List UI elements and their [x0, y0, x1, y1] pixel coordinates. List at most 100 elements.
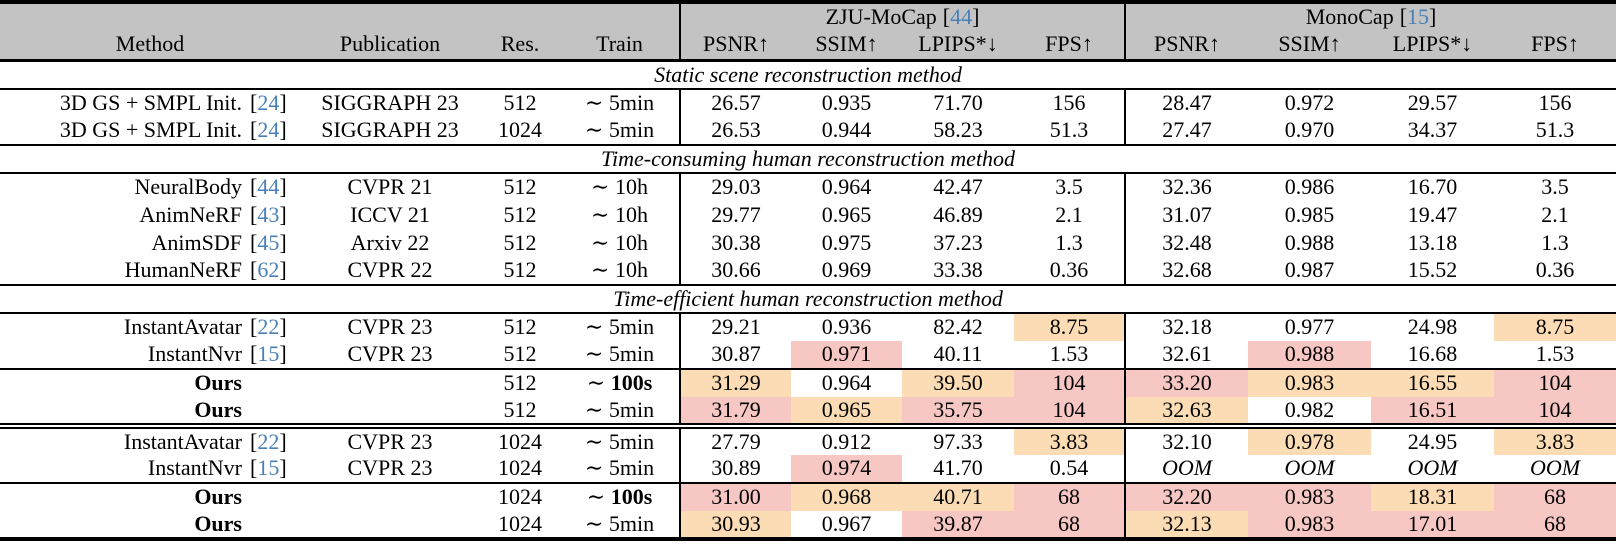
citation-link[interactable]: [15] — [250, 455, 287, 480]
metric-value-cell: 0.936 — [821, 314, 872, 339]
dataset-group-header: MonoCap [15] — [1125, 2, 1616, 30]
metric-value-cell: 156 — [1538, 90, 1572, 115]
metric-value-cell: 32.20 — [1125, 481, 1248, 511]
metric-value-cell: 51.3 — [1014, 116, 1126, 145]
train-time-value: 5min — [608, 396, 655, 422]
metric-value-cell: 104 — [1494, 367, 1616, 397]
citation-link[interactable]: [15] — [1400, 4, 1437, 29]
method-name: InstantAvatar — [123, 428, 242, 454]
metric-value-cell: OOM — [1284, 455, 1335, 480]
citation-bracket: ] — [279, 428, 287, 454]
method-citation-slot: [43] — [242, 202, 300, 228]
citation-link[interactable]: [22] — [250, 314, 287, 339]
citation-link[interactable]: [45] — [250, 230, 287, 255]
approx-symbol: ∼ — [591, 201, 615, 227]
metric-value-cell: 3.83 — [1494, 422, 1616, 455]
metric-value-cell: 32.10 — [1125, 422, 1248, 455]
metric-value-cell: 8.75 — [1014, 312, 1126, 341]
train-time-value: 5min — [608, 455, 655, 480]
citation-link[interactable]: [24] — [250, 90, 287, 115]
metric-value-cell: 0.965 — [821, 201, 872, 227]
approx-symbol: ∼ — [584, 90, 609, 115]
citation-link[interactable]: [44] — [943, 4, 980, 29]
method-name: Ours — [194, 484, 242, 510]
metric-header: LPIPS*↓ — [1371, 30, 1494, 62]
metric-value-cell: 26.53 — [711, 117, 761, 142]
citation-bracket: ] — [279, 229, 287, 255]
method-name: InstantAvatar — [123, 314, 242, 339]
resolution-cell: 512 — [503, 314, 537, 339]
approx-symbol: ∼ — [586, 484, 611, 510]
citation-bracket: ] — [279, 314, 287, 339]
publication-cell: Arxiv 22 — [350, 229, 430, 255]
train-time-value: 5min — [608, 314, 655, 339]
resolution-cell: 512 — [503, 90, 537, 115]
citation-bracket: [ — [250, 174, 258, 199]
metric-value-cell: 0.36 — [1014, 256, 1126, 285]
publication-cell — [300, 367, 480, 397]
table-row: 3D GS + SMPL Init. [24] SIGGRAPH 23 512 ∼ 5m… — [0, 88, 1616, 117]
table-row: Ours 512 ∼ 5min 31.79 0.965 35.75 104 32.63 0.98… — [0, 396, 1616, 426]
train-time-cell: ∼ 100s — [560, 367, 681, 397]
metric-header: LPIPS*↓ — [902, 30, 1014, 62]
table-body: Static scene reconstruction method 3D GS … — [0, 59, 1616, 539]
metric-value-cell: 0.978 — [1248, 422, 1371, 455]
citation-bracket: [ — [250, 229, 258, 255]
metric-value-cell: 104 — [1014, 367, 1126, 397]
citation-bracket: ] — [279, 201, 287, 227]
metric-value-cell: 3.83 — [1014, 422, 1126, 455]
citation-link[interactable]: [62] — [250, 257, 287, 282]
metric-value-cell: 0.983 — [1248, 367, 1371, 397]
citation-bracket: ] — [279, 174, 287, 199]
method-name: Ours — [194, 370, 242, 396]
metric-value-cell: 39.87 — [902, 510, 1014, 539]
metric-value-cell: 0.944 — [821, 117, 872, 142]
header-spacer — [0, 2, 681, 30]
metric-value-cell: 33.20 — [1125, 367, 1248, 397]
metric-value-cell: 1.53 — [1535, 341, 1575, 366]
method-citation-slot: [45] — [242, 230, 300, 256]
metric-value-cell: 30.38 — [711, 229, 761, 255]
metric-value-cell: 31.29 — [680, 367, 791, 397]
citation-bracket: [ — [942, 4, 951, 29]
approx-symbol: ∼ — [584, 341, 609, 366]
table-row: InstantAvatar [22] CVPR 23 1024 ∼ 5min 27.79 0… — [0, 422, 1616, 455]
metric-value-cell: 27.79 — [680, 422, 791, 455]
metric-value-cell: 0.964 — [791, 367, 902, 397]
approx-symbol: ∼ — [591, 229, 615, 255]
citation-link[interactable]: [22] — [250, 428, 287, 454]
citation-link[interactable]: [24] — [250, 117, 287, 142]
publication-cell: SIGGRAPH 23 — [321, 117, 459, 142]
resolution-cell: 1024 — [498, 510, 542, 536]
train-time-value: 5min — [608, 341, 655, 366]
citation-number: 44 — [257, 174, 280, 199]
approx-symbol: ∼ — [586, 370, 611, 396]
method-name: HumanNeRF — [124, 257, 242, 282]
metric-value-cell: 0.36 — [1535, 257, 1575, 282]
metric-value-cell: 104 — [1014, 396, 1126, 426]
train-time-value: 100s — [610, 370, 653, 396]
train-time-cell: ∼ 5min — [560, 510, 681, 539]
metric-value-cell: 0.967 — [821, 510, 872, 536]
citation-bracket: ] — [279, 341, 287, 366]
header-group-row: ZJU-MoCap [44] MonoCap [15] — [0, 2, 1616, 30]
publication-cell: CVPR 22 — [347, 257, 433, 282]
metric-value-cell: 18.31 — [1371, 481, 1494, 511]
citation-link[interactable]: [44] — [250, 174, 287, 199]
resolution-cell: 1024 — [480, 481, 560, 511]
citation-bracket: [ — [1399, 4, 1408, 29]
table-row: HumanNeRF [62] CVPR 22 512 ∼ 10h 30.66 0.969 33… — [0, 256, 1616, 285]
method-name: InstantNvr — [147, 455, 242, 480]
citation-bracket: [ — [250, 117, 258, 142]
column-header-res: Res. — [480, 30, 560, 62]
train-time-value: 5min — [608, 510, 655, 536]
citation-link[interactable]: [15] — [250, 341, 287, 366]
metric-value-cell: 2.1 — [1541, 201, 1569, 227]
method-cell: 3D GS + SMPL Init. [24] — [0, 117, 300, 145]
citation-number: 62 — [257, 257, 280, 282]
approx-symbol: ∼ — [584, 117, 609, 142]
method-cell: NeuralBody [44] — [0, 173, 300, 201]
citation-link[interactable]: [43] — [250, 202, 287, 227]
metric-value-cell: 39.50 — [902, 367, 1014, 397]
metric-value-cell: 0.969 — [821, 257, 872, 282]
